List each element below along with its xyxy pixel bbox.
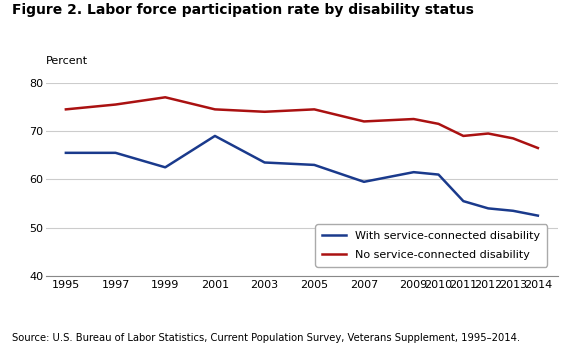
Legend: With service-connected disability, No service-connected disability: With service-connected disability, No se… <box>315 224 547 267</box>
No service-connected disability <box>485 131 492 136</box>
Line: No service-connected disability: No service-connected disability <box>66 97 538 148</box>
With service-connected disability <box>534 214 541 218</box>
With service-connected disability <box>435 172 442 177</box>
With service-connected disability <box>311 163 318 167</box>
With service-connected disability <box>63 151 70 155</box>
No service-connected disability <box>212 107 218 111</box>
No service-connected disability <box>162 95 168 99</box>
Text: Source: U.S. Bureau of Labor Statistics, Current Population Survey, Veterans Sup: Source: U.S. Bureau of Labor Statistics,… <box>12 333 520 343</box>
No service-connected disability <box>361 119 367 124</box>
No service-connected disability <box>509 136 516 140</box>
Text: Figure 2. Labor force participation rate by disability status: Figure 2. Labor force participation rate… <box>12 3 473 18</box>
With service-connected disability <box>361 180 367 184</box>
With service-connected disability <box>112 151 119 155</box>
No service-connected disability <box>460 134 467 138</box>
With service-connected disability <box>460 199 467 203</box>
With service-connected disability <box>410 170 417 174</box>
No service-connected disability <box>435 122 442 126</box>
With service-connected disability <box>509 209 516 213</box>
With service-connected disability <box>485 206 492 210</box>
No service-connected disability <box>410 117 417 121</box>
No service-connected disability <box>534 146 541 150</box>
No service-connected disability <box>261 110 268 114</box>
Text: Percent: Percent <box>46 56 88 66</box>
Line: With service-connected disability: With service-connected disability <box>66 136 538 216</box>
With service-connected disability <box>212 134 218 138</box>
No service-connected disability <box>311 107 318 111</box>
With service-connected disability <box>162 165 168 169</box>
With service-connected disability <box>261 160 268 165</box>
No service-connected disability <box>112 102 119 107</box>
No service-connected disability <box>63 107 70 111</box>
